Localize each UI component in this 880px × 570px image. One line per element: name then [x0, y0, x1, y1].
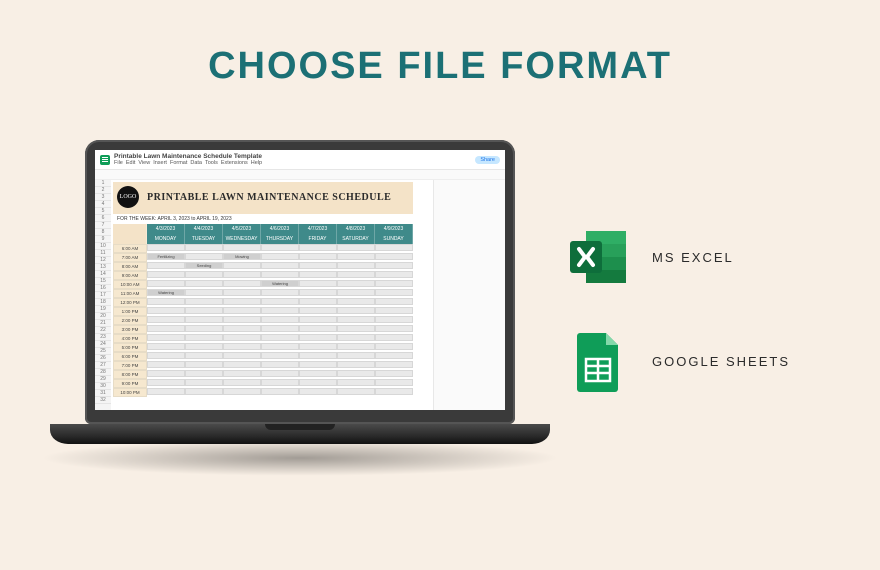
- menu-insert: Insert: [153, 160, 167, 166]
- sheets-topbar: Printable Lawn Maintenance Schedule Temp…: [95, 150, 505, 170]
- embedded-document: LOGO PRINTABLE LAWN MAINTENANCE SCHEDULE…: [113, 182, 413, 397]
- sheets-doc-title: Printable Lawn Maintenance Schedule Temp…: [114, 153, 262, 160]
- sheets-toolbar: [95, 170, 505, 180]
- option-google-sheets[interactable]: GOOGLE SHEETS: [566, 329, 790, 393]
- sheets-menu: File Edit View Insert Format Data Tools …: [114, 160, 262, 166]
- menu-help: Help: [251, 160, 262, 166]
- laptop-notch: [265, 424, 335, 430]
- menu-data: Data: [190, 160, 202, 166]
- doc-schedule-grid: 6:00 AM7:00 AMFertilizingMowing8:00 AMSe…: [113, 244, 413, 397]
- side-column: [433, 180, 505, 410]
- grid-area: LOGO PRINTABLE LAWN MAINTENANCE SCHEDULE…: [111, 180, 433, 410]
- laptop-screen-frame: Printable Lawn Maintenance Schedule Temp…: [85, 140, 515, 424]
- menu-tools: Tools: [205, 160, 218, 166]
- file-format-options: MS EXCEL GOOGLE SHEETS: [566, 225, 790, 393]
- row-headers: 1234567891011121314151617181920212223242…: [95, 180, 111, 410]
- excel-icon: [566, 225, 630, 289]
- menu-view: View: [138, 160, 150, 166]
- laptop-shadow: [40, 440, 560, 476]
- doc-subheading: FOR THE WEEK: APRIL 3, 2023 to APRIL 19,…: [113, 214, 413, 224]
- sheets-app-icon: [100, 155, 110, 165]
- sheets-icon: [566, 329, 630, 393]
- option-label-sheets: GOOGLE SHEETS: [652, 354, 790, 369]
- doc-header: LOGO PRINTABLE LAWN MAINTENANCE SCHEDULE: [113, 182, 413, 214]
- page-title: CHOOSE FILE FORMAT: [0, 0, 880, 88]
- menu-edit: Edit: [126, 160, 135, 166]
- menu-format: Format: [170, 160, 187, 166]
- laptop-mockup: Printable Lawn Maintenance Schedule Temp…: [85, 140, 515, 444]
- menu-file: File: [114, 160, 123, 166]
- menu-ext: Extensions: [221, 160, 248, 166]
- doc-title: PRINTABLE LAWN MAINTENANCE SCHEDULE: [147, 192, 391, 203]
- laptop-screen: Printable Lawn Maintenance Schedule Temp…: [95, 150, 505, 410]
- option-ms-excel[interactable]: MS EXCEL: [566, 225, 790, 289]
- share-button: Share: [475, 156, 500, 164]
- doc-day-row: MONDAYTUESDAYWEDNESDAYTHURSDAYFRIDAYSATU…: [113, 234, 413, 244]
- doc-logo: LOGO: [117, 186, 139, 208]
- stage: Printable Lawn Maintenance Schedule Temp…: [0, 140, 880, 570]
- doc-date-row: 4/3/20234/4/20234/5/20234/6/20234/7/2023…: [113, 224, 413, 234]
- sheets-body: 1234567891011121314151617181920212223242…: [95, 180, 505, 410]
- laptop-base: [50, 424, 550, 444]
- option-label-excel: MS EXCEL: [652, 250, 734, 265]
